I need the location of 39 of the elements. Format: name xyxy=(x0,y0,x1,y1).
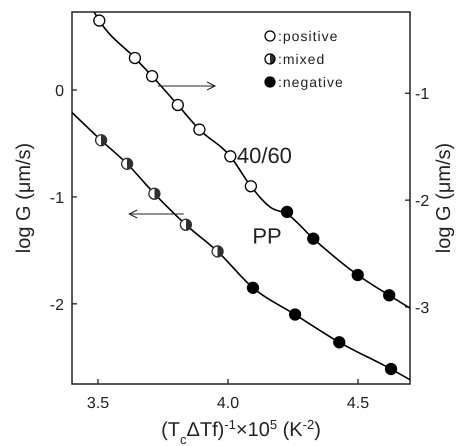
annotation: 40/60 xyxy=(236,143,292,168)
y2-axis-title: log G (μm/s) xyxy=(433,142,455,254)
point xyxy=(280,206,294,218)
y-tick-label: 0 xyxy=(55,83,64,100)
legend-label: :negative xyxy=(278,74,344,90)
point xyxy=(383,289,396,302)
point xyxy=(94,134,108,146)
x-tick-label: 3.5 xyxy=(86,395,110,412)
point xyxy=(333,336,346,348)
point xyxy=(288,308,302,321)
y-tick-label: -1 xyxy=(50,190,64,207)
point xyxy=(172,98,184,112)
point xyxy=(244,180,258,192)
point xyxy=(384,362,398,376)
point xyxy=(93,14,106,27)
legend-label: :mixed xyxy=(278,51,326,67)
point xyxy=(224,150,236,162)
point xyxy=(307,232,320,245)
point xyxy=(120,158,134,170)
line-series xyxy=(93,11,411,309)
point xyxy=(148,188,161,200)
point xyxy=(246,282,260,294)
point xyxy=(128,52,142,64)
x-tick-label: 4.5 xyxy=(346,395,370,412)
annotation: PP xyxy=(252,223,282,248)
point xyxy=(146,70,158,82)
y2-tick-label: -1 xyxy=(415,86,430,104)
text: (T$_{c}$ΔTf)$^{-1}$×10$^{5}$ (K$^{-2}$) xyxy=(161,416,321,446)
point xyxy=(211,245,224,258)
line-series xyxy=(71,112,411,381)
y-axis-title: log G (μm/s) xyxy=(13,142,35,254)
y2-tick-label: -2 xyxy=(415,193,430,210)
point xyxy=(180,218,192,231)
point xyxy=(352,268,364,282)
point xyxy=(193,123,206,136)
legend-label: :positive xyxy=(278,28,338,44)
y2-tick-label: -3 xyxy=(415,300,430,318)
y-tick-label: -2 xyxy=(50,296,64,314)
x-tick-label: 4.0 xyxy=(216,395,240,412)
